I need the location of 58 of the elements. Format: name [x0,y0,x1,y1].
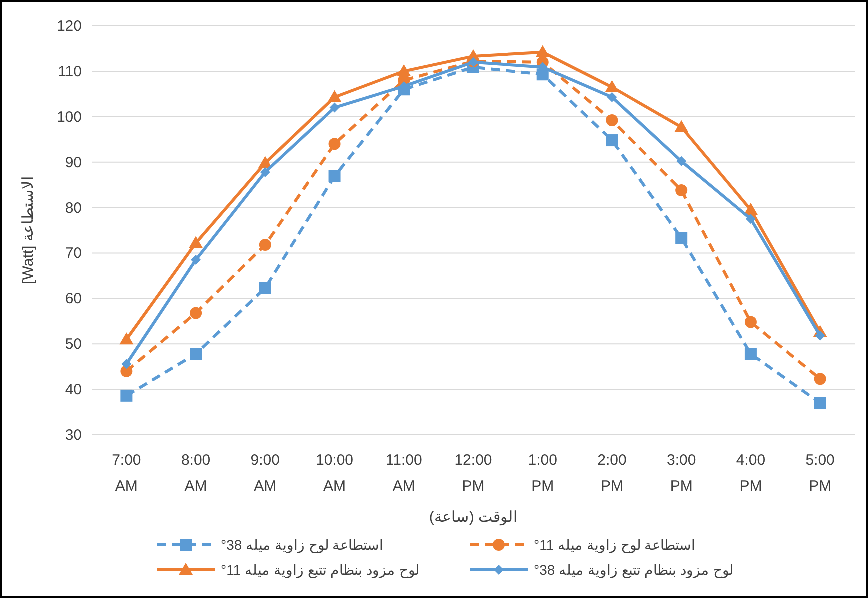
point [606,134,618,147]
legend-label: لوح مزود بنظام تتبع زاوية ميله 38° [534,562,734,579]
x-tick-label: 7:00 AM [112,452,142,495]
point [330,102,340,113]
point [122,359,132,370]
point [676,156,687,166]
y-tick-label: 60 [65,290,82,308]
point [191,255,202,266]
y-tick-label: 40 [65,382,82,399]
y-tick-label: 120 [56,18,82,35]
point [606,114,618,127]
y-axis-title: [Watt] الاستطاعة [20,176,37,284]
legend-label: استطاعة لوح زاوية ميله 11° [534,537,696,554]
point [605,80,620,92]
point [190,348,202,360]
x-tick-label: 3:00 PM [666,452,696,495]
y-tick-label: 70 [65,245,82,262]
x-tick-label: 4:00 PM [736,452,766,495]
point [259,282,272,294]
point [814,373,826,386]
y-tick-label: 50 [65,336,82,354]
point [744,203,758,216]
point [259,239,272,252]
point [189,236,204,248]
legend-label: لوح مزود بنظام تتبع زاوية ميله 11° [221,562,420,579]
y-tick-label: 80 [65,200,82,217]
point [328,138,341,150]
x-tick-label: 12:00 PM [454,452,492,495]
point [607,92,618,102]
y-tick-label: 90 [65,154,82,172]
point [676,232,688,244]
x-tick-label: 10:00 AM [316,452,354,495]
point [746,214,756,224]
y-tick-label: 110 [58,63,82,80]
point [674,120,689,132]
point [120,390,133,402]
x-tick-label: 9:00 AM [250,452,280,495]
point [397,64,412,76]
point [744,316,757,328]
point [328,90,342,102]
point [536,45,550,58]
x-tick-label: 11:00 AM [386,452,422,495]
x-axis-title: الوقت (ساعة) [429,509,518,526]
point [676,184,688,197]
point [120,365,133,378]
point [120,332,134,345]
x-tick-label: 8:00 AM [181,452,211,495]
x-tick-label: 5:00 PM [806,452,835,495]
point [260,167,270,178]
x-tick-label: 2:00 PM [598,452,627,495]
y-tick-label: 100 [56,108,82,126]
point [744,348,757,360]
point [190,307,202,320]
legend-label: استطاعة لوح زاوية ميله 38° [221,537,384,554]
point [328,170,341,182]
x-tick-label: 1:00 PM [528,452,558,495]
y-tick-label: 30 [65,427,82,444]
point [814,397,826,410]
